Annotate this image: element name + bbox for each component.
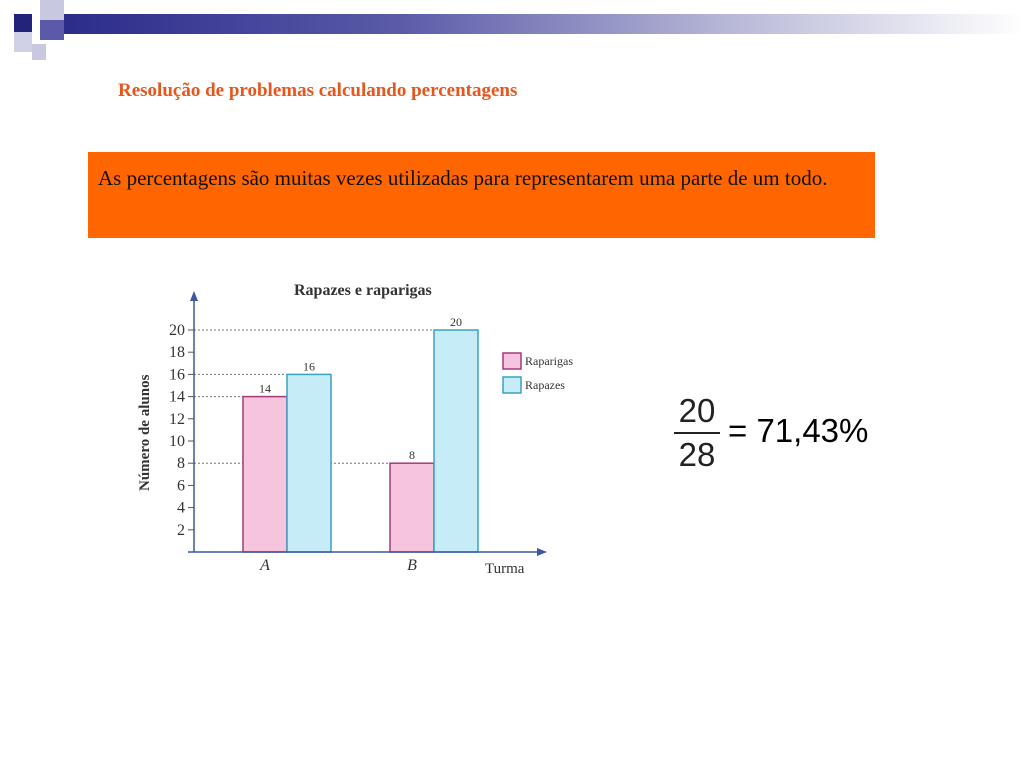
x-tick-label: B	[407, 557, 417, 574]
y-tick-label: 16	[169, 366, 185, 383]
slide-title: Resolução de problemas calculando percen…	[118, 80, 518, 101]
bar-rapazes-a	[286, 373, 332, 553]
x-tick-label: A	[259, 557, 270, 574]
y-axis-arrow-icon	[190, 291, 198, 301]
formula-result: = 71,43%	[728, 412, 869, 449]
y-tick-label: 8	[177, 455, 185, 472]
definition-text: As percentagens são muitas vezes utiliza…	[98, 166, 828, 190]
y-tick-label: 18	[169, 344, 185, 361]
fraction-bar	[674, 432, 720, 434]
x-axis-arrow-icon	[537, 548, 547, 556]
fraction-denominator: 28	[678, 436, 716, 473]
y-tick-label: 6	[177, 477, 185, 494]
decor-square	[40, 20, 64, 40]
legend-swatch	[502, 376, 522, 394]
decor-square	[40, 0, 64, 20]
legend-label: Rapazes	[525, 378, 565, 392]
x-axis-label: Turma	[485, 561, 525, 577]
bar-raparigas-b	[389, 462, 435, 553]
y-tick-label: 4	[177, 500, 185, 517]
data-label: 8	[409, 448, 415, 462]
decor-square	[32, 44, 46, 60]
legend-label: Raparigas	[525, 354, 573, 368]
y-tick-label: 2	[177, 522, 185, 539]
decor-square	[14, 14, 32, 32]
definition-box: As percentagens são muitas vezes utiliza…	[88, 152, 875, 238]
y-tick-label: 20	[169, 322, 185, 339]
bar-rapazes-b	[433, 329, 479, 553]
data-label: 16	[303, 359, 315, 373]
data-label: 14	[259, 382, 271, 396]
legend-swatch	[502, 352, 522, 370]
fraction-numerator: 20	[678, 392, 716, 429]
chart-title: Rapazes e raparigas	[294, 282, 432, 299]
decor-square	[14, 32, 32, 52]
bar-raparigas-a	[242, 395, 288, 553]
header-gradient-bar	[60, 14, 1024, 34]
y-axis-label: Número de alunos	[137, 374, 153, 491]
data-label: 20	[450, 315, 462, 329]
y-tick-label: 10	[169, 433, 185, 450]
y-tick-label: 12	[169, 411, 185, 428]
y-tick-label: 14	[169, 389, 185, 406]
